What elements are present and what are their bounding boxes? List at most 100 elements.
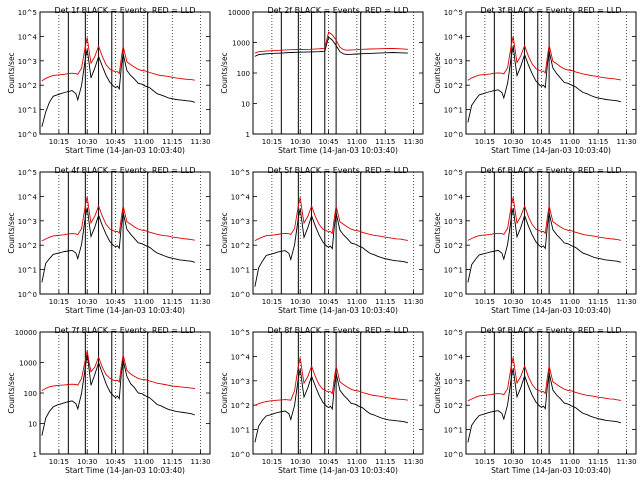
events-series-line — [467, 46, 622, 123]
x-tick-label: 10:30 — [290, 138, 310, 146]
x-tick-label: 11:00 — [560, 298, 580, 306]
y-tick-label: 10^1 — [231, 267, 250, 275]
y-tick-label: 10^2 — [444, 82, 463, 90]
x-tick-label: 10:15 — [475, 458, 495, 466]
x-tick-label: 10:45 — [531, 138, 551, 146]
x-tick-label: 10:45 — [105, 458, 125, 466]
x-tick-label: 11:00 — [560, 458, 580, 466]
x-tick-label: 10:15 — [49, 298, 69, 306]
lld-series-line — [41, 350, 195, 391]
lld-series-line — [254, 357, 408, 406]
y-tick-label: 10^5 — [444, 9, 463, 17]
y-tick-label: 10^3 — [18, 218, 37, 226]
lld-series-line — [254, 31, 408, 54]
y-tick-label: 10^4 — [231, 193, 251, 201]
x-tick-label: 10:15 — [475, 138, 495, 146]
x-tick-label: 10:30 — [77, 458, 97, 466]
x-tick-label: 11:15 — [588, 138, 608, 146]
x-axis-label: Start Time (14-Jan-03 10:03:40) — [491, 146, 611, 155]
lld-series-line — [467, 36, 621, 81]
plot-frame — [252, 171, 424, 295]
y-tick-label: 10^0 — [231, 451, 250, 459]
y-tick-label: 10^1 — [444, 267, 463, 275]
chart-title: Det 2f BLACK = Events, RED = LLD — [267, 6, 408, 15]
x-tick-label: 11:00 — [560, 138, 580, 146]
y-tick-label: 10^5 — [18, 9, 37, 17]
events-series-line — [254, 368, 409, 443]
x-tick-label: 10:30 — [290, 458, 310, 466]
y-tick-label: 10^0 — [444, 451, 463, 459]
x-tick-label: 10:15 — [262, 138, 282, 146]
y-tick-label: 10^5 — [444, 329, 463, 337]
x-axis-label: Start Time (14-Jan-03 10:03:40) — [278, 146, 398, 155]
chart-panel: Det 5f BLACK = Events, RED = LLD 10:15 10:… — [220, 166, 424, 315]
y-tick-label: 10^2 — [231, 402, 250, 410]
events-series-line — [254, 208, 409, 287]
y-tick-label: 1 — [246, 131, 250, 139]
x-tick-label: 11:00 — [134, 138, 154, 146]
chart-title: Det 4f BLACK = Events, RED = LLD — [54, 166, 195, 175]
chart-panel: Det 4f BLACK = Events, RED = LLD 10:15 10:… — [7, 166, 211, 315]
x-axis-label: Start Time (14-Jan-03 10:03:40) — [65, 146, 185, 155]
x-tick-label: 11:15 — [162, 298, 182, 306]
y-tick-label: 1 — [33, 451, 37, 459]
x-tick-label: 10:45 — [318, 298, 338, 306]
x-tick-label: 11:15 — [375, 298, 395, 306]
x-tick-label: 11:00 — [347, 138, 367, 146]
y-tick-label: 10^3 — [444, 58, 463, 66]
y-tick-label: 10^0 — [18, 291, 37, 299]
x-tick-label: 10:15 — [262, 458, 282, 466]
x-tick-label: 11:15 — [162, 138, 182, 146]
events-series-line — [41, 354, 196, 436]
y-tick-label: 10^2 — [444, 242, 463, 250]
y-tick-label: 10^2 — [18, 82, 37, 90]
events-series-line — [41, 207, 196, 283]
y-tick-label: 10 — [241, 101, 250, 109]
y-tick-label: 10^0 — [18, 131, 37, 139]
y-tick-label: 10^1 — [18, 107, 37, 115]
chart-title: Det 8f BLACK = Events, RED = LLD — [267, 326, 408, 335]
x-tick-label: 11:30 — [190, 138, 210, 146]
chart-panel: Det 2f BLACK = Events, RED = LLD 10:15 10:… — [220, 6, 424, 155]
x-tick-label: 11:30 — [616, 458, 636, 466]
chart-panel: Det 8f BLACK = Events, RED = LLD 10:15 10:… — [220, 326, 424, 475]
x-tick-label: 10:15 — [49, 458, 69, 466]
y-tick-label: 10 — [28, 421, 37, 429]
y-axis-label: Counts/sec — [433, 372, 442, 413]
y-tick-label: 10^3 — [444, 218, 463, 226]
y-tick-label: 10^1 — [18, 267, 37, 275]
y-tick-label: 10^1 — [444, 427, 463, 435]
x-tick-label: 11:15 — [162, 458, 182, 466]
y-tick-label: 10^3 — [18, 58, 37, 66]
lld-series-line — [467, 357, 621, 402]
chart-title: Det 5f BLACK = Events, RED = LLD — [267, 166, 408, 175]
y-axis-label: Counts/sec — [433, 52, 442, 93]
x-tick-label: 11:00 — [134, 298, 154, 306]
chart-title: Det 1f BLACK = Events, RED = LLD — [54, 6, 195, 15]
plot-frame — [39, 171, 211, 295]
x-tick-label: 11:30 — [190, 298, 210, 306]
x-tick-label: 10:30 — [290, 298, 310, 306]
x-axis-label: Start Time (14-Jan-03 10:03:40) — [278, 306, 398, 315]
y-tick-label: 10^4 — [444, 193, 464, 201]
x-tick-label: 10:45 — [531, 298, 551, 306]
y-tick-label: 10^4 — [18, 193, 38, 201]
y-tick-label: 100 — [24, 390, 37, 398]
chart-panel: Det 1f BLACK = Events, RED = LLD 10:15 10:… — [7, 6, 211, 155]
chart-title: Det 7f BLACK = Events, RED = LLD — [54, 326, 195, 335]
y-axis-label: Counts/sec — [220, 52, 229, 93]
x-tick-label: 10:30 — [77, 138, 97, 146]
chart-panel: Det 7f BLACK = Events, RED = LLD 10:15 10:… — [7, 326, 211, 475]
y-tick-label: 10^5 — [231, 329, 250, 337]
chart-panel: Det 9f BLACK = Events, RED = LLD 10:15 10:… — [433, 326, 637, 475]
lld-series-line — [254, 197, 408, 242]
y-tick-label: 10000 — [228, 9, 250, 17]
x-tick-label: 11:15 — [375, 138, 395, 146]
x-tick-label: 10:15 — [49, 138, 69, 146]
plot-frame — [39, 331, 211, 455]
x-tick-label: 11:15 — [588, 458, 608, 466]
x-axis-label: Start Time (14-Jan-03 10:03:40) — [65, 466, 185, 475]
x-axis-label: Start Time (14-Jan-03 10:03:40) — [491, 306, 611, 315]
x-tick-label: 10:30 — [77, 298, 97, 306]
